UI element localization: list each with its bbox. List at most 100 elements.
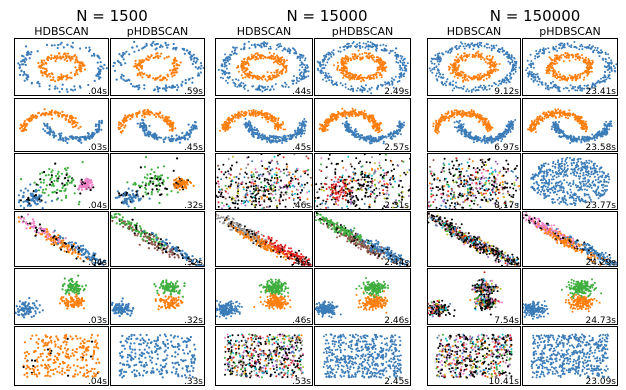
data-point (87, 349, 90, 352)
data-point (152, 40, 155, 43)
data-point (304, 67, 307, 70)
data-point (403, 64, 406, 67)
data-point (93, 367, 96, 370)
data-point (82, 346, 85, 349)
data-point (174, 184, 178, 187)
data-point (133, 369, 136, 372)
data-point (35, 358, 39, 361)
data-point (376, 56, 379, 59)
data-point (64, 117, 67, 120)
data-point (234, 47, 237, 49)
data-point (76, 358, 79, 361)
data-point (345, 58, 348, 61)
data-point (186, 180, 189, 183)
data-point (303, 127, 306, 130)
data-point (154, 345, 157, 348)
data-point (31, 116, 34, 119)
data-point (115, 78, 118, 81)
data-point (156, 236, 159, 239)
data-point (380, 83, 382, 86)
data-point (175, 368, 178, 371)
data-point (31, 218, 34, 221)
data-point (19, 199, 22, 202)
data-point (25, 222, 28, 225)
data-point (259, 44, 262, 47)
data-point (234, 83, 237, 86)
data-point (91, 375, 94, 378)
data-point (189, 130, 192, 133)
data-point (88, 48, 91, 52)
scatter-panel: .32s (110, 268, 205, 326)
data-point (63, 282, 66, 285)
data-point (343, 48, 346, 51)
data-point (293, 52, 296, 55)
panel-frame (215, 98, 313, 152)
data-point (133, 234, 137, 237)
data-point (176, 88, 179, 91)
data-point (245, 112, 248, 115)
data-point (194, 348, 197, 351)
data-point (66, 183, 69, 186)
data-point (147, 76, 150, 79)
data-point (56, 356, 59, 359)
data-point (69, 248, 72, 251)
data-point (228, 72, 231, 74)
data-point (192, 355, 195, 358)
data-point (346, 55, 349, 58)
data-point (185, 187, 188, 190)
data-point (49, 127, 52, 131)
data-point (157, 308, 160, 311)
data-point (177, 254, 180, 257)
data-point (48, 112, 51, 115)
data-point (168, 255, 171, 258)
data-point (302, 73, 305, 76)
data-point (23, 341, 26, 344)
data-point (169, 125, 172, 128)
data-point (44, 334, 47, 337)
data-point (169, 120, 172, 123)
data-point (319, 70, 322, 73)
data-point (77, 251, 80, 254)
data-point (186, 370, 189, 373)
data-point (16, 307, 19, 310)
data-point (162, 340, 165, 343)
data-point (53, 358, 56, 362)
data-point (155, 340, 158, 343)
data-point (23, 316, 26, 319)
data-point (73, 184, 76, 187)
data-point (39, 181, 43, 184)
data-point (75, 347, 78, 351)
data-point (280, 60, 283, 63)
data-point (85, 375, 88, 378)
data-point (403, 66, 406, 69)
data-point (70, 279, 73, 282)
data-point (132, 357, 135, 361)
data-point (330, 53, 332, 56)
data-point (64, 176, 67, 180)
data-point (347, 42, 350, 45)
data-point (249, 74, 252, 77)
data-point (176, 335, 179, 338)
scatter-panel: .59s (110, 38, 205, 97)
data-point (79, 371, 82, 374)
data-point (42, 113, 45, 116)
data-point (350, 85, 353, 88)
data-point (73, 373, 77, 376)
data-point (228, 62, 231, 65)
data-point (96, 342, 99, 345)
data-point (75, 351, 78, 354)
data-point (142, 124, 145, 127)
data-point (267, 120, 270, 123)
data-point (161, 287, 164, 290)
data-point (277, 74, 280, 77)
data-point (25, 354, 28, 357)
data-point (365, 42, 368, 45)
data-point (92, 349, 96, 352)
data-point (175, 361, 178, 364)
data-point (61, 110, 64, 113)
data-point (84, 46, 88, 49)
scatter-panel: 2.49s (314, 38, 411, 97)
data-point (122, 51, 125, 55)
data-point (278, 63, 281, 66)
data-point (37, 346, 40, 349)
